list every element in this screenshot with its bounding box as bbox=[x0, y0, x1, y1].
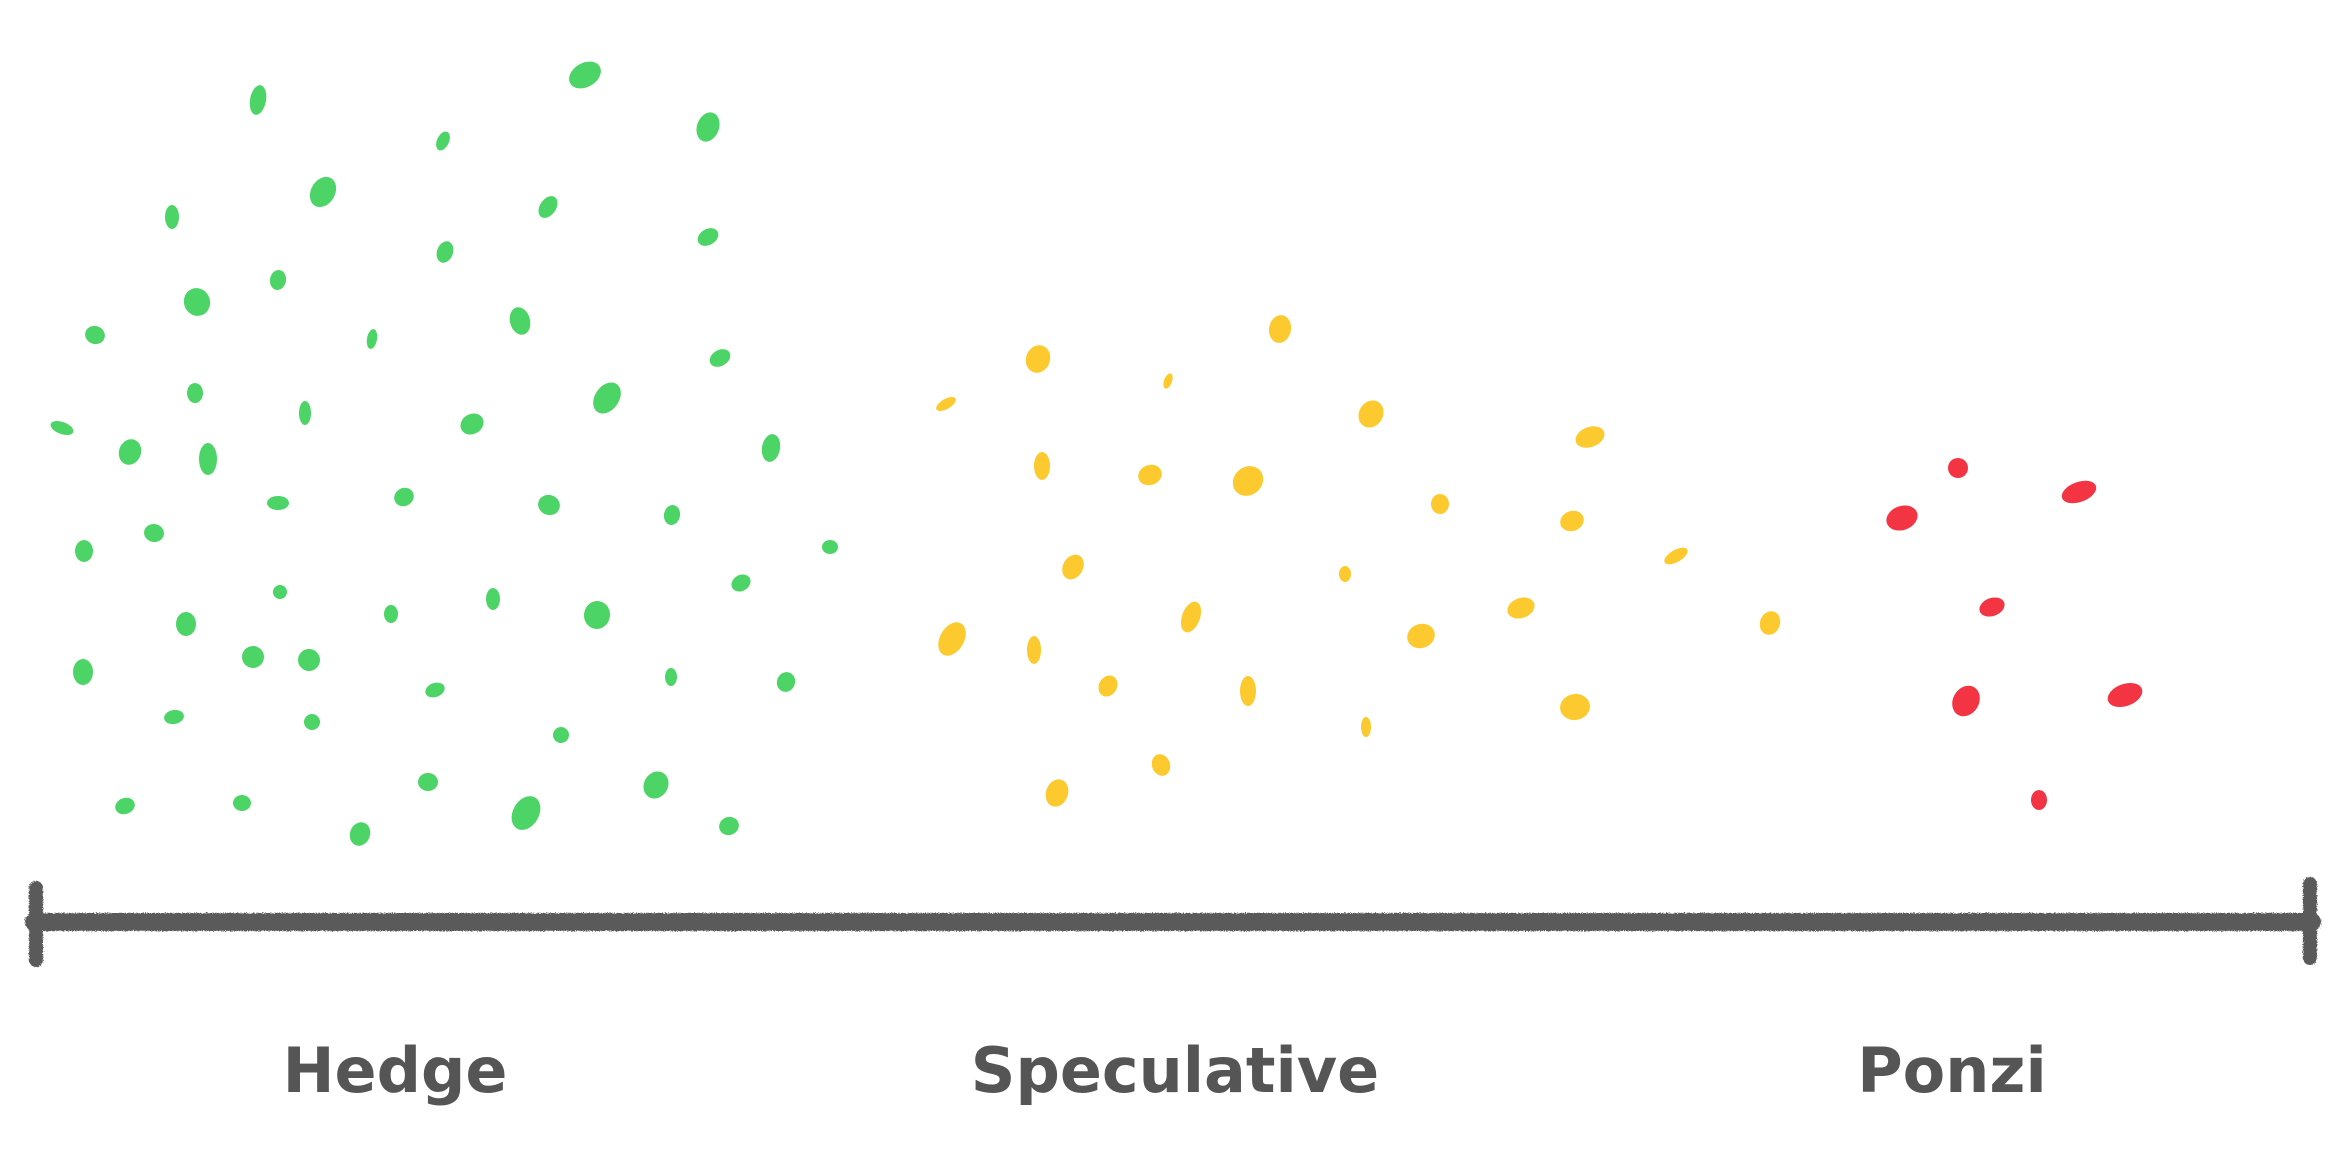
speculative-dot bbox=[1759, 611, 1781, 635]
hedge-dot bbox=[299, 401, 311, 425]
hedge-dot bbox=[115, 797, 135, 815]
speculative-dot bbox=[1163, 373, 1173, 389]
speculative-dot bbox=[1507, 597, 1535, 619]
hedge-dot bbox=[187, 383, 203, 403]
speculative-dot bbox=[1268, 315, 1292, 343]
hedge-dot bbox=[696, 112, 720, 142]
speculative-dot bbox=[1358, 400, 1384, 428]
hedge-dot bbox=[643, 771, 669, 799]
hedge-dot bbox=[538, 196, 558, 218]
hedge-dot bbox=[761, 434, 781, 462]
speculative-dot bbox=[936, 397, 956, 411]
label-hedge: Hedge bbox=[282, 1034, 508, 1107]
speculative-dot bbox=[1062, 554, 1084, 580]
speculative-dot bbox=[1098, 675, 1118, 697]
speculative-dot bbox=[1045, 779, 1069, 807]
hedge-dot bbox=[118, 439, 142, 465]
speculative-dot bbox=[1232, 466, 1264, 496]
hedge-dot bbox=[418, 773, 438, 791]
hedge-dot bbox=[719, 816, 739, 836]
hedge-dot bbox=[509, 307, 531, 335]
speculative-dot-cluster bbox=[936, 315, 1781, 807]
speculative-dot bbox=[1560, 693, 1590, 721]
hedge-dot bbox=[144, 523, 164, 543]
ponzi-dot bbox=[2061, 480, 2097, 504]
label-speculative: Speculative bbox=[970, 1034, 1380, 1107]
hedge-dot bbox=[242, 646, 264, 668]
hedge-dot bbox=[233, 795, 251, 811]
ponzi-dot bbox=[2031, 790, 2047, 810]
speculative-dot bbox=[1361, 717, 1371, 737]
hedge-dot bbox=[436, 241, 454, 263]
hedge-dot bbox=[425, 682, 445, 698]
hedge-dot bbox=[309, 176, 337, 208]
speculative-dot bbox=[1180, 601, 1202, 633]
hedge-dot bbox=[538, 494, 560, 516]
speculative-dot bbox=[1575, 426, 1605, 448]
label-ponzi: Ponzi bbox=[1857, 1034, 2047, 1107]
speculative-dot bbox=[1431, 494, 1449, 514]
hedge-dot bbox=[583, 601, 611, 629]
hedge-dot bbox=[709, 349, 731, 367]
hedge-dot bbox=[436, 131, 450, 151]
hedge-dot bbox=[486, 588, 500, 610]
hedge-dot bbox=[304, 714, 320, 730]
hedge-dot bbox=[394, 487, 414, 507]
hedge-dot bbox=[273, 585, 287, 599]
hedge-dot bbox=[50, 421, 74, 435]
hedge-dot bbox=[164, 709, 184, 725]
ponzi-dot bbox=[1952, 685, 1980, 717]
hedge-dot bbox=[269, 270, 287, 290]
hedge-dot bbox=[75, 540, 93, 562]
hedge-dot bbox=[165, 205, 179, 229]
speculative-dot bbox=[1407, 623, 1435, 649]
hedge-dot bbox=[776, 672, 796, 692]
spectrum-axis bbox=[25, 877, 2321, 967]
hedge-dot bbox=[569, 61, 601, 89]
hedge-dot bbox=[73, 659, 93, 685]
hedge-dot bbox=[183, 288, 211, 316]
hedge-dot bbox=[384, 605, 398, 623]
hedge-dot bbox=[663, 505, 681, 525]
hedge-dot bbox=[697, 228, 719, 246]
hedge-dot bbox=[349, 822, 371, 846]
hedge-dot bbox=[665, 668, 677, 686]
hedge-dot bbox=[593, 382, 621, 414]
speculative-dot bbox=[1664, 547, 1688, 565]
hedge-dot bbox=[85, 325, 105, 345]
ponzi-dot bbox=[1948, 458, 1968, 478]
speculative-dot bbox=[1151, 754, 1171, 776]
hedge-dot bbox=[249, 85, 267, 115]
speculative-dot bbox=[1339, 566, 1351, 582]
speculative-dot bbox=[938, 622, 966, 656]
hedge-dot bbox=[731, 574, 751, 592]
hedge-dot bbox=[267, 496, 289, 510]
hedge-dot bbox=[176, 612, 196, 636]
hedge-dot bbox=[460, 413, 484, 435]
speculative-dot bbox=[1240, 676, 1256, 706]
hedge-dot bbox=[553, 727, 569, 743]
ponzi-dot bbox=[2107, 682, 2143, 708]
hedge-dot bbox=[511, 796, 541, 830]
speculative-dot bbox=[1034, 452, 1050, 480]
speculative-dot bbox=[1025, 345, 1051, 373]
hedge-dot-cluster bbox=[50, 61, 838, 846]
hedge-dot bbox=[298, 649, 320, 671]
speculative-dot bbox=[1027, 636, 1041, 664]
ponzi-dot-cluster bbox=[1886, 458, 2143, 810]
hedge-dot bbox=[366, 329, 378, 349]
speculative-dot bbox=[1560, 510, 1584, 532]
hedge-dot bbox=[199, 443, 217, 475]
ponzi-dot bbox=[1886, 505, 1918, 531]
speculative-dot bbox=[1138, 464, 1162, 486]
ponzi-dot bbox=[1979, 597, 2005, 617]
hedge-dot bbox=[822, 540, 838, 554]
